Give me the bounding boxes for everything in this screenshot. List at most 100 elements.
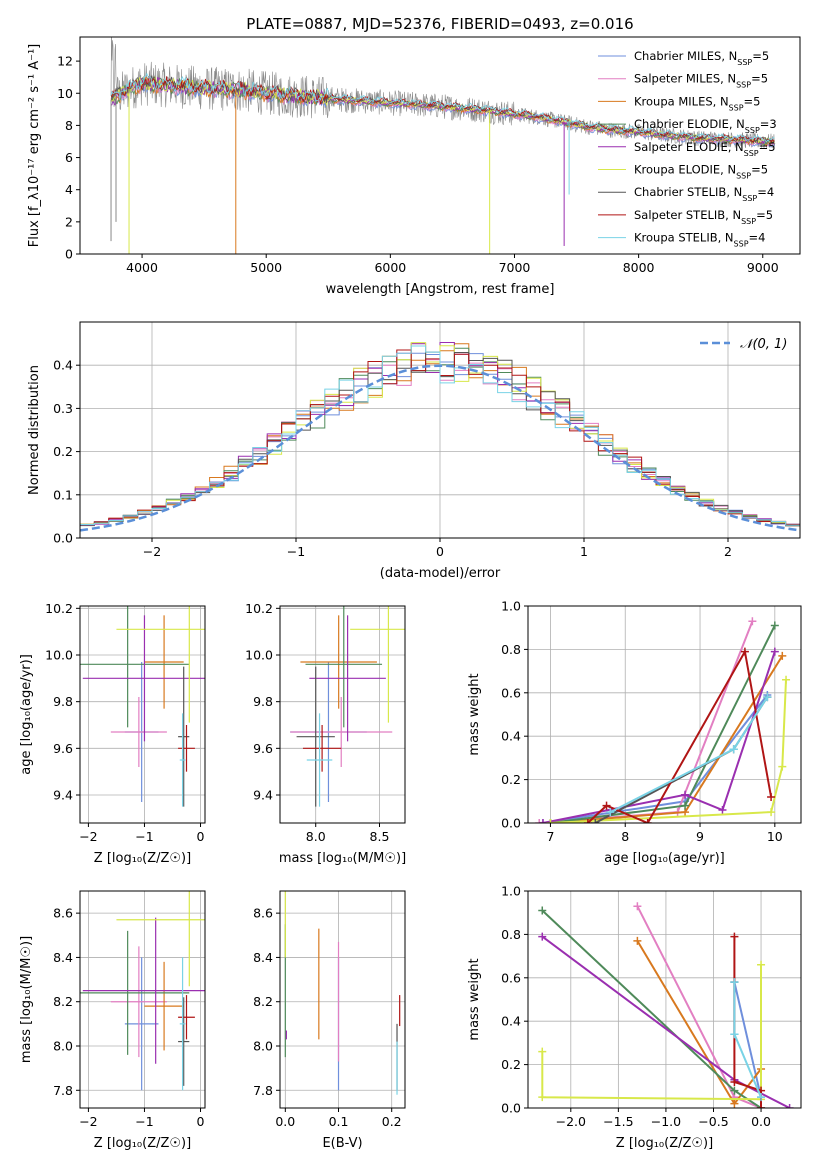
x-tick-label: 6000 xyxy=(374,260,406,275)
weight-marker-kroupa-elodie xyxy=(538,1047,547,1056)
y-tick-label: 12 xyxy=(57,54,73,69)
weight-line-chabrier-elodie xyxy=(550,625,776,823)
weight-marker-salpeter-stelib xyxy=(767,792,776,801)
legend-label-chabrier-miles: Chabrier MILES, NSSP=5 xyxy=(634,49,769,67)
weight-line-chabrier-elodie xyxy=(541,909,762,1108)
x-tick-label: 4000 xyxy=(126,260,158,275)
y-tick-label: 9.4 xyxy=(53,788,73,803)
model-line-kroupa-stelib xyxy=(110,72,775,143)
weight-marker-kroupa-stelib xyxy=(730,978,739,987)
weight-marker-kroupa-stelib xyxy=(730,1030,739,1039)
x-tick-label: −1 xyxy=(135,829,153,844)
weight-marker-kroupa-elodie xyxy=(757,960,766,969)
weight-marker-chabrier-elodie xyxy=(730,1086,739,1095)
age-weight-frame xyxy=(527,605,802,824)
mass-age-plot-area xyxy=(290,606,405,807)
y-tick-label: 8.4 xyxy=(253,950,273,965)
spectrum-legend: Chabrier MILES, NSSP=5 Salpeter MILES, NS… xyxy=(598,49,777,248)
y-tick-label: 8.0 xyxy=(53,1039,73,1054)
y-axis-label: mass weight xyxy=(467,673,482,755)
y-tick-label: 9.6 xyxy=(253,741,273,756)
weight-marker-kroupa-stelib xyxy=(757,1093,766,1102)
y-tick-label: 8.6 xyxy=(253,906,273,921)
x-tick-label: 8000 xyxy=(623,260,655,275)
figure-title: PLATE=0887, MJD=52376, FIBERID=0493, z=0… xyxy=(246,15,633,33)
weight-marker-salpeter-stelib xyxy=(643,819,652,823)
z-weight-frame xyxy=(527,890,802,1109)
z-weight-panel: −2.0 −1.5 −1.0 −0.5 0.0 0.0 0.2 0.4 0.6 0.8 1.0 Z [… xyxy=(467,884,802,1151)
x-axis-label: (data-model)/error xyxy=(380,566,501,581)
y-tick-label: 0.3 xyxy=(53,401,73,416)
z-mass-panel: −2 −1 0 7.8 8.0 8.2 8.4 8.6 Z [log₁₀(Z/Z☉)] mass … xyxy=(19,890,206,1151)
y-tick-label: 0.8 xyxy=(501,927,521,942)
ebv-mass-frame xyxy=(279,890,406,1109)
x-tick-label: 8.0 xyxy=(306,829,326,844)
x-tick-label: 8.5 xyxy=(370,829,390,844)
weight-marker-kroupa-stelib xyxy=(729,745,738,754)
weight-marker-salpeter-stelib xyxy=(583,819,592,823)
model-line-salpeter-stelib xyxy=(110,76,775,144)
weight-marker-kroupa-elodie xyxy=(778,762,787,771)
spectrum-frame xyxy=(79,36,801,255)
legend-label-kroupa-stelib: Kroupa STELIB, NSSP=4 xyxy=(634,231,765,249)
x-tick-label: 5000 xyxy=(250,260,282,275)
weight-marker-kroupa-elodie xyxy=(538,1093,547,1102)
x-axis-label: E(B-V) xyxy=(322,1136,362,1151)
weight-marker-salpeter-elodie xyxy=(785,1104,794,1108)
x-tick-label: 0.0 xyxy=(751,1114,771,1129)
weight-marker-chabrier-stelib xyxy=(591,819,600,823)
y-axis-label: age [log₁₀(age/yr)] xyxy=(19,654,34,775)
y-tick-label: 9.4 xyxy=(253,788,273,803)
legend-label-salpeter-elodie: Salpeter ELODIE, NSSP=5 xyxy=(634,140,776,158)
y-tick-label: 0.8 xyxy=(501,642,521,657)
x-tick-label: 2 xyxy=(724,544,732,559)
age-weight-panel: 7 8 9 10 0.0 0.2 0.4 0.6 0.8 1.0 age [log₁₀(age/yr… xyxy=(467,599,802,866)
x-tick-label: 7000 xyxy=(499,260,531,275)
mass-age-panel: 8.0 8.5 9.4 9.6 9.8 10.0 10.2 mass [log₁₀(M/M☉)… xyxy=(245,601,406,866)
residuals-legend: 𝒩(0, 1) xyxy=(700,337,787,352)
y-tick-label: 10.0 xyxy=(245,648,273,663)
z-age-frame xyxy=(79,605,206,824)
weight-line-salpeter-stelib xyxy=(587,648,773,823)
weight-line-chabrier-miles xyxy=(733,981,762,1098)
weight-line-salpeter-elodie xyxy=(542,651,776,823)
weight-marker-kroupa-miles xyxy=(633,936,642,945)
y-axis-label: Flux [f_λ10⁻¹⁷ erg cm⁻² s⁻¹ A⁻¹] xyxy=(27,44,42,248)
y-tick-label: 7.8 xyxy=(53,1083,73,1098)
legend-label-salpeter-stelib: Salpeter STELIB, NSSP=5 xyxy=(634,208,773,226)
x-tick-label: 0 xyxy=(197,829,205,844)
weight-marker-salpeter-elodie xyxy=(538,819,547,823)
residuals-plot-area xyxy=(80,342,800,532)
weight-marker-salpeter-elodie xyxy=(718,805,727,814)
weight-marker-kroupa-elodie xyxy=(767,808,776,817)
y-tick-label: 7.8 xyxy=(253,1083,273,1098)
age-weight-plot-area xyxy=(535,617,791,823)
x-tick-label: −1 xyxy=(287,544,305,559)
y-tick-label: 0.6 xyxy=(501,685,521,700)
y-tick-label: 0.2 xyxy=(53,444,73,459)
y-tick-label: 0.4 xyxy=(501,1014,521,1029)
x-tick-label: −2.0 xyxy=(556,1114,586,1129)
gaussian-curve xyxy=(80,364,800,532)
spectrum-plot-area xyxy=(110,37,776,254)
x-tick-label: 0.2 xyxy=(382,1114,402,1129)
legend-label-chabrier-stelib: Chabrier STELIB, NSSP=4 xyxy=(634,185,774,203)
weight-marker-kroupa-miles xyxy=(730,1099,739,1108)
x-tick-label: −1.0 xyxy=(651,1114,681,1129)
ebv-mass-plot-area xyxy=(284,891,401,1095)
y-tick-label: 9.8 xyxy=(253,694,273,709)
weight-line-chabrier-miles xyxy=(542,694,769,823)
x-tick-label: 0.1 xyxy=(329,1114,349,1129)
y-tick-label: 8.2 xyxy=(53,994,73,1009)
weight-marker-salpeter-miles xyxy=(748,617,757,626)
y-tick-label: 8.6 xyxy=(53,906,73,921)
z-mass-frame xyxy=(79,890,206,1109)
y-tick-label: 10 xyxy=(57,86,73,101)
y-tick-label: 9.6 xyxy=(53,741,73,756)
weight-line-salpeter-miles xyxy=(636,905,762,1108)
x-axis-label: mass [log₁₀(M/M☉)] xyxy=(279,851,406,866)
x-axis-label: wavelength [Angstrom, rest frame] xyxy=(326,282,555,297)
weight-marker-salpeter-stelib xyxy=(740,647,749,656)
y-tick-label: 9.8 xyxy=(53,694,73,709)
